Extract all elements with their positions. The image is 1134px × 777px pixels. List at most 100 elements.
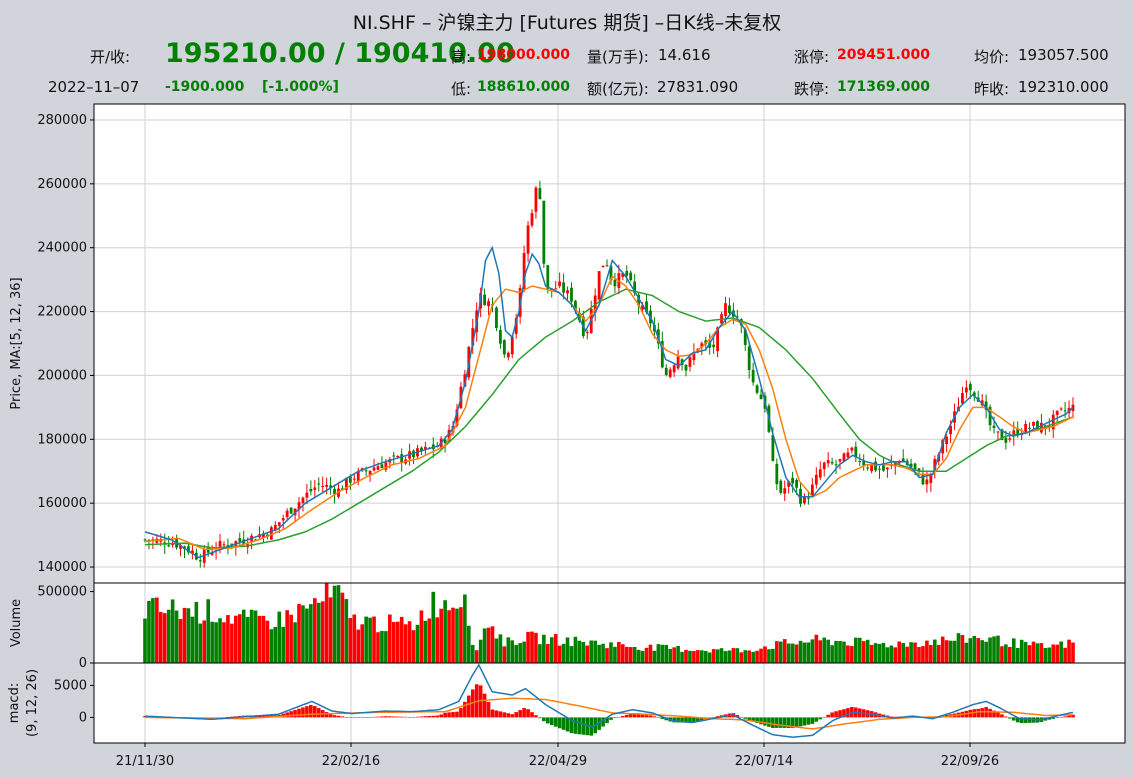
candle-body bbox=[321, 485, 325, 487]
volume-bar bbox=[1063, 647, 1067, 663]
volume-bar bbox=[834, 640, 838, 663]
candle-body bbox=[795, 479, 798, 488]
macd-hist-bar bbox=[585, 717, 590, 736]
volume-bar bbox=[865, 639, 870, 663]
candle-body bbox=[791, 477, 795, 484]
price-tick-label: 220000 bbox=[37, 305, 87, 320]
macd-hist-bar bbox=[226, 717, 230, 718]
macd-hist-bar bbox=[534, 715, 538, 718]
volume-bar bbox=[609, 642, 613, 663]
candle-body bbox=[483, 294, 487, 306]
macd-hist-bar bbox=[344, 717, 349, 718]
volume-bar bbox=[273, 626, 278, 663]
macd-hist-bar bbox=[1067, 715, 1071, 718]
date-tick-label: 22/09/26 bbox=[941, 754, 999, 769]
candle-body bbox=[566, 290, 569, 294]
candle-body bbox=[759, 394, 763, 400]
macd-hist-bar bbox=[656, 717, 661, 718]
macd-hist-bar bbox=[1027, 717, 1032, 723]
macd-hist-bar bbox=[478, 685, 483, 718]
volume-bar bbox=[198, 623, 203, 663]
macd-hist-bar bbox=[530, 712, 534, 718]
volume-bar bbox=[384, 631, 388, 663]
volume-bar bbox=[285, 610, 289, 663]
volume-bar bbox=[320, 601, 325, 663]
volume-bar bbox=[257, 615, 262, 663]
volume-bar bbox=[305, 608, 309, 663]
candle-body bbox=[735, 316, 739, 318]
candle-body bbox=[1024, 423, 1028, 434]
macd-hist-bar bbox=[1015, 717, 1020, 723]
volume-bar bbox=[190, 616, 195, 663]
volume-bar bbox=[403, 624, 408, 663]
candle-body bbox=[621, 273, 625, 277]
volume-bar bbox=[573, 636, 578, 663]
macd-hist-bar bbox=[388, 716, 392, 718]
macd-hist-bar bbox=[411, 716, 416, 718]
macd-hist-bar bbox=[838, 710, 842, 718]
volume-bar bbox=[763, 646, 767, 663]
macd-hist-bar bbox=[222, 717, 226, 718]
volume-bar bbox=[415, 624, 420, 663]
volume-bar bbox=[368, 617, 372, 663]
volume-bar bbox=[530, 631, 534, 663]
price-axis-label: Price, MA:[5, 12, 36] bbox=[9, 277, 24, 409]
volume-bar bbox=[324, 583, 329, 663]
volume-bar bbox=[806, 642, 811, 663]
volume-bar bbox=[972, 636, 977, 663]
volume-bar bbox=[427, 618, 432, 663]
volume-bar bbox=[668, 648, 673, 663]
volume-bar bbox=[778, 641, 783, 663]
volume-bar bbox=[696, 650, 700, 663]
candle-body bbox=[262, 533, 265, 538]
macd-hist-bar bbox=[455, 711, 459, 718]
macd-hist-bar bbox=[976, 708, 981, 718]
volume-bar bbox=[526, 631, 530, 663]
volume-bar bbox=[486, 627, 491, 663]
volume-bar bbox=[170, 599, 175, 663]
macd-hist-bar bbox=[794, 717, 799, 728]
candle-body bbox=[574, 300, 577, 310]
macd-hist-bar bbox=[561, 717, 566, 730]
macd-hist-bar bbox=[542, 717, 546, 722]
volume-bar bbox=[968, 638, 973, 663]
candle-body bbox=[554, 288, 558, 290]
candle-body bbox=[755, 385, 759, 393]
macd-hist-bar bbox=[846, 708, 850, 718]
macd-hist-bar bbox=[1059, 717, 1063, 718]
volume-bar bbox=[407, 621, 412, 663]
macd-hist-bar bbox=[1019, 717, 1024, 724]
candle-body bbox=[984, 401, 988, 410]
candle-body bbox=[672, 365, 676, 373]
candle-body bbox=[344, 477, 348, 490]
candle-body bbox=[423, 446, 427, 450]
macd-hist-bar bbox=[692, 717, 696, 723]
macd-hist-bar bbox=[1000, 714, 1004, 718]
macd-hist-bar bbox=[549, 717, 554, 726]
volume-bar bbox=[269, 629, 274, 663]
volume-bar bbox=[253, 610, 258, 663]
macd-hist-bar bbox=[842, 709, 846, 718]
macd-axis-label-params: (9, 12, 26) bbox=[25, 669, 40, 737]
macd-hist-bar bbox=[518, 710, 522, 718]
volume-bar bbox=[909, 642, 913, 663]
candle-body bbox=[747, 346, 751, 371]
price-tick-label: 140000 bbox=[37, 560, 87, 575]
volume-bar bbox=[534, 632, 538, 663]
candle-body bbox=[743, 329, 747, 346]
volume-bar bbox=[818, 640, 823, 663]
volume-bar bbox=[542, 634, 546, 663]
volume-bar bbox=[336, 585, 341, 663]
candle-body bbox=[854, 446, 858, 458]
volume-bar bbox=[605, 648, 609, 663]
candle-body bbox=[822, 462, 826, 470]
macd-hist-bar bbox=[427, 716, 432, 718]
macd-hist-bar bbox=[814, 717, 819, 722]
candle-body bbox=[597, 271, 601, 300]
candle-body bbox=[562, 282, 565, 293]
prev-close-label: 昨收: bbox=[974, 80, 1010, 98]
volume-bar bbox=[632, 646, 637, 663]
candle-body bbox=[230, 543, 234, 546]
macd-hist-bar bbox=[644, 715, 649, 718]
volume-bar bbox=[660, 644, 665, 663]
